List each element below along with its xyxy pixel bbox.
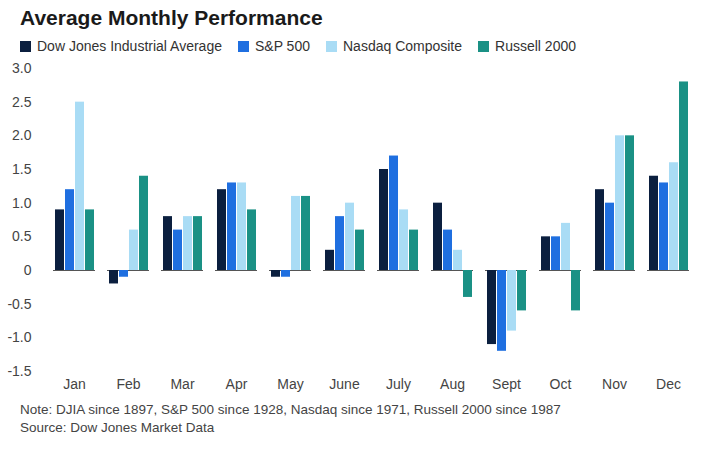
svg-text:July: July: [386, 376, 411, 392]
svg-text:2.0: 2.0: [12, 127, 32, 143]
svg-text:0: 0: [24, 262, 32, 278]
svg-text:-0.5: -0.5: [7, 296, 31, 312]
html-text:S&P 500: S&P 500: [255, 38, 310, 54]
svg-text:Mar: Mar: [170, 376, 194, 392]
svg-text:3.0: 3.0: [12, 60, 32, 76]
svg-text:June: June: [329, 376, 360, 392]
svg-text:0.5: 0.5: [12, 228, 32, 244]
html-text:Nasdaq Composite: Nasdaq Composite: [343, 38, 462, 54]
svg-text:Dec: Dec: [656, 376, 681, 392]
svg-text:1.0: 1.0: [12, 195, 32, 211]
html-text:Note: DJIA since 1897, S&P 500: Note: DJIA since 1897, S&P 500 since 192…: [20, 402, 561, 417]
svg-text:Aug: Aug: [440, 376, 465, 392]
svg-text:1.5: 1.5: [12, 161, 32, 177]
svg-text:Sept: Sept: [492, 376, 521, 392]
svg-text:Oct: Oct: [550, 376, 572, 392]
svg-text:Apr: Apr: [226, 376, 248, 392]
html-text:Average Monthly Performance: Average Monthly Performance: [20, 6, 323, 29]
html-text:Dow Jones Industrial Average: Dow Jones Industrial Average: [37, 38, 222, 54]
svg-text:-1.5: -1.5: [7, 363, 31, 379]
svg-text:Jan: Jan: [63, 376, 86, 392]
html-text:Source: Dow Jones Market Data: Source: Dow Jones Market Data: [20, 420, 215, 435]
html-text:Russell 2000: Russell 2000: [495, 38, 576, 54]
svg-text:May: May: [277, 376, 303, 392]
svg-text:-1.0: -1.0: [7, 329, 31, 345]
svg-text:Nov: Nov: [602, 376, 627, 392]
svg-text:Feb: Feb: [116, 376, 140, 392]
svg-text:2.5: 2.5: [12, 94, 32, 110]
